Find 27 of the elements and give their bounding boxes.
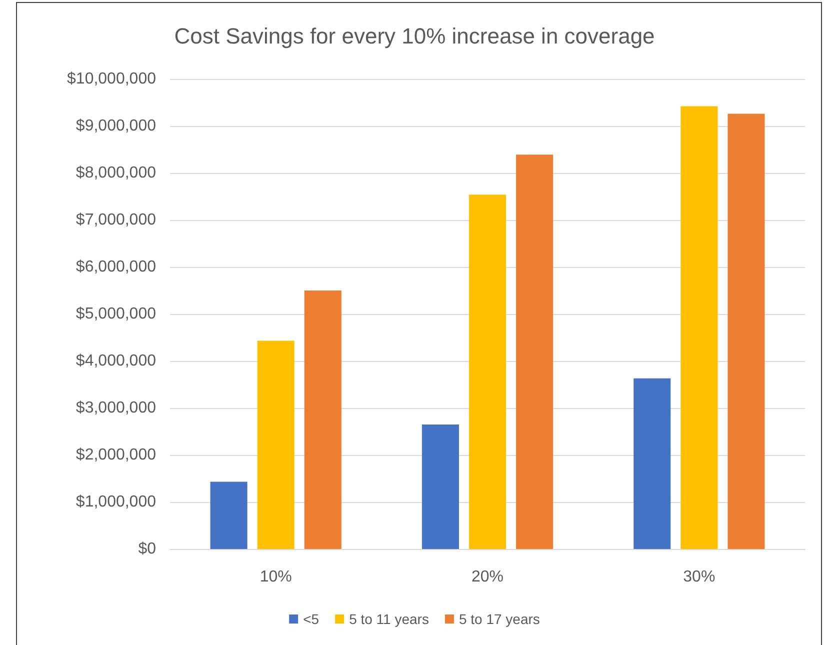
x-tick-label: 20% — [471, 568, 504, 586]
y-tick-label: $4,000,000 — [76, 352, 156, 370]
x-tick-label: 30% — [683, 568, 716, 586]
y-tick-label: $0 — [138, 540, 156, 558]
bar — [634, 378, 671, 549]
bar — [210, 482, 248, 549]
bar — [422, 424, 459, 549]
y-tick-label: $5,000,000 — [76, 306, 156, 322]
y-tick-label: $10,000,000 — [67, 70, 156, 88]
y-tick-label: $6,000,000 — [76, 258, 156, 276]
bar — [728, 114, 765, 549]
y-tick-label: $3,000,000 — [76, 400, 156, 416]
legend-label: <5 — [303, 611, 320, 627]
x-tick-label: 10% — [260, 568, 292, 586]
chart-title: Cost Savings for every 10% increase in coverage — [174, 24, 655, 48]
y-tick-label: $8,000,000 — [76, 164, 156, 182]
bar — [516, 154, 554, 549]
y-tick-label: $2,000,000 — [76, 446, 156, 464]
bar — [680, 106, 718, 549]
y-tick-label: $7,000,000 — [76, 212, 156, 228]
legend-label: 5 to 17 years — [458, 611, 540, 627]
legend-label: 5 to 11 years — [349, 611, 429, 627]
bar — [304, 290, 342, 549]
bar — [468, 194, 506, 549]
bar — [257, 340, 294, 549]
y-tick-label: $9,000,000 — [76, 118, 156, 134]
y-tick-label: $1,000,000 — [76, 494, 156, 510]
